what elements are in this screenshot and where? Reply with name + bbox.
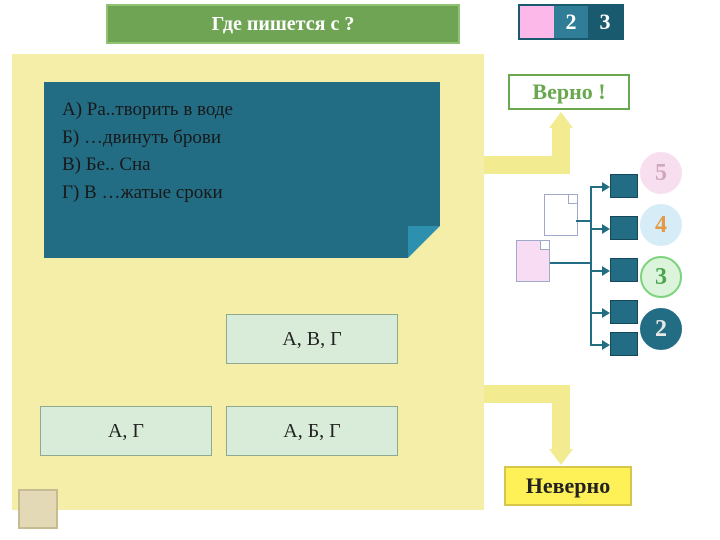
arrow-right-icon	[602, 340, 610, 350]
arrow-right-icon	[602, 182, 610, 192]
question-header: Где пишется с ?	[106, 4, 460, 44]
question-card: А) Ра..творить в воде Б) …двинуть брови …	[44, 82, 440, 258]
flow-connector	[576, 220, 590, 222]
arrow-right-icon	[602, 224, 610, 234]
decorative-tab	[18, 489, 58, 529]
question-line: А) Ра..творить в воде	[62, 96, 422, 124]
feedback-correct-label: Верно !	[532, 79, 605, 105]
document-icon	[544, 194, 578, 236]
score-badge-3: 3	[640, 256, 682, 298]
flow-connector	[550, 262, 590, 264]
question-line: Б) …двинуть брови	[62, 124, 422, 152]
score-badge-2: 2	[640, 308, 682, 350]
note-fold-icon	[408, 226, 440, 258]
feedback-correct: Верно !	[508, 74, 630, 110]
arrow-up-icon	[549, 112, 573, 128]
feedback-incorrect-label: Неверно	[526, 473, 610, 499]
flow-node	[610, 258, 638, 282]
page-tab-3[interactable]: 3	[588, 6, 622, 38]
arrow-right-icon	[602, 308, 610, 318]
answer-label: А, Б, Г	[283, 420, 341, 443]
pipe-segment	[552, 385, 570, 451]
flow-connector	[590, 186, 592, 346]
score-label: 4	[655, 212, 667, 239]
score-badge-5: 5	[640, 152, 682, 194]
page-tabs: 2 3	[518, 4, 624, 40]
score-label: 2	[655, 316, 667, 343]
answer-option-3[interactable]: А, Б, Г	[226, 406, 398, 456]
arrow-down-icon	[549, 449, 573, 465]
feedback-incorrect: Неверно	[504, 466, 632, 506]
answer-option-2[interactable]: А, Г	[40, 406, 212, 456]
answer-label: А, Г	[108, 420, 144, 443]
question-line: Г) В …жатые сроки	[62, 179, 422, 207]
score-badge-4: 4	[640, 204, 682, 246]
flow-node	[610, 174, 638, 198]
answer-label: А, В, Г	[282, 328, 341, 351]
document-icon	[516, 240, 550, 282]
page-tab-2[interactable]: 2	[554, 6, 588, 38]
question-title: Где пишется с ?	[212, 13, 355, 36]
arrow-right-icon	[602, 266, 610, 276]
question-line: В) Бе.. Сна	[62, 151, 422, 179]
flow-node	[610, 216, 638, 240]
score-label: 3	[655, 264, 667, 291]
pipe-segment	[484, 156, 554, 174]
pipe-segment	[552, 126, 570, 174]
score-label: 5	[655, 160, 667, 187]
flow-node	[610, 332, 638, 356]
answer-option-1[interactable]: А, В, Г	[226, 314, 398, 364]
page-tab-1[interactable]	[520, 6, 554, 38]
flow-node	[610, 300, 638, 324]
